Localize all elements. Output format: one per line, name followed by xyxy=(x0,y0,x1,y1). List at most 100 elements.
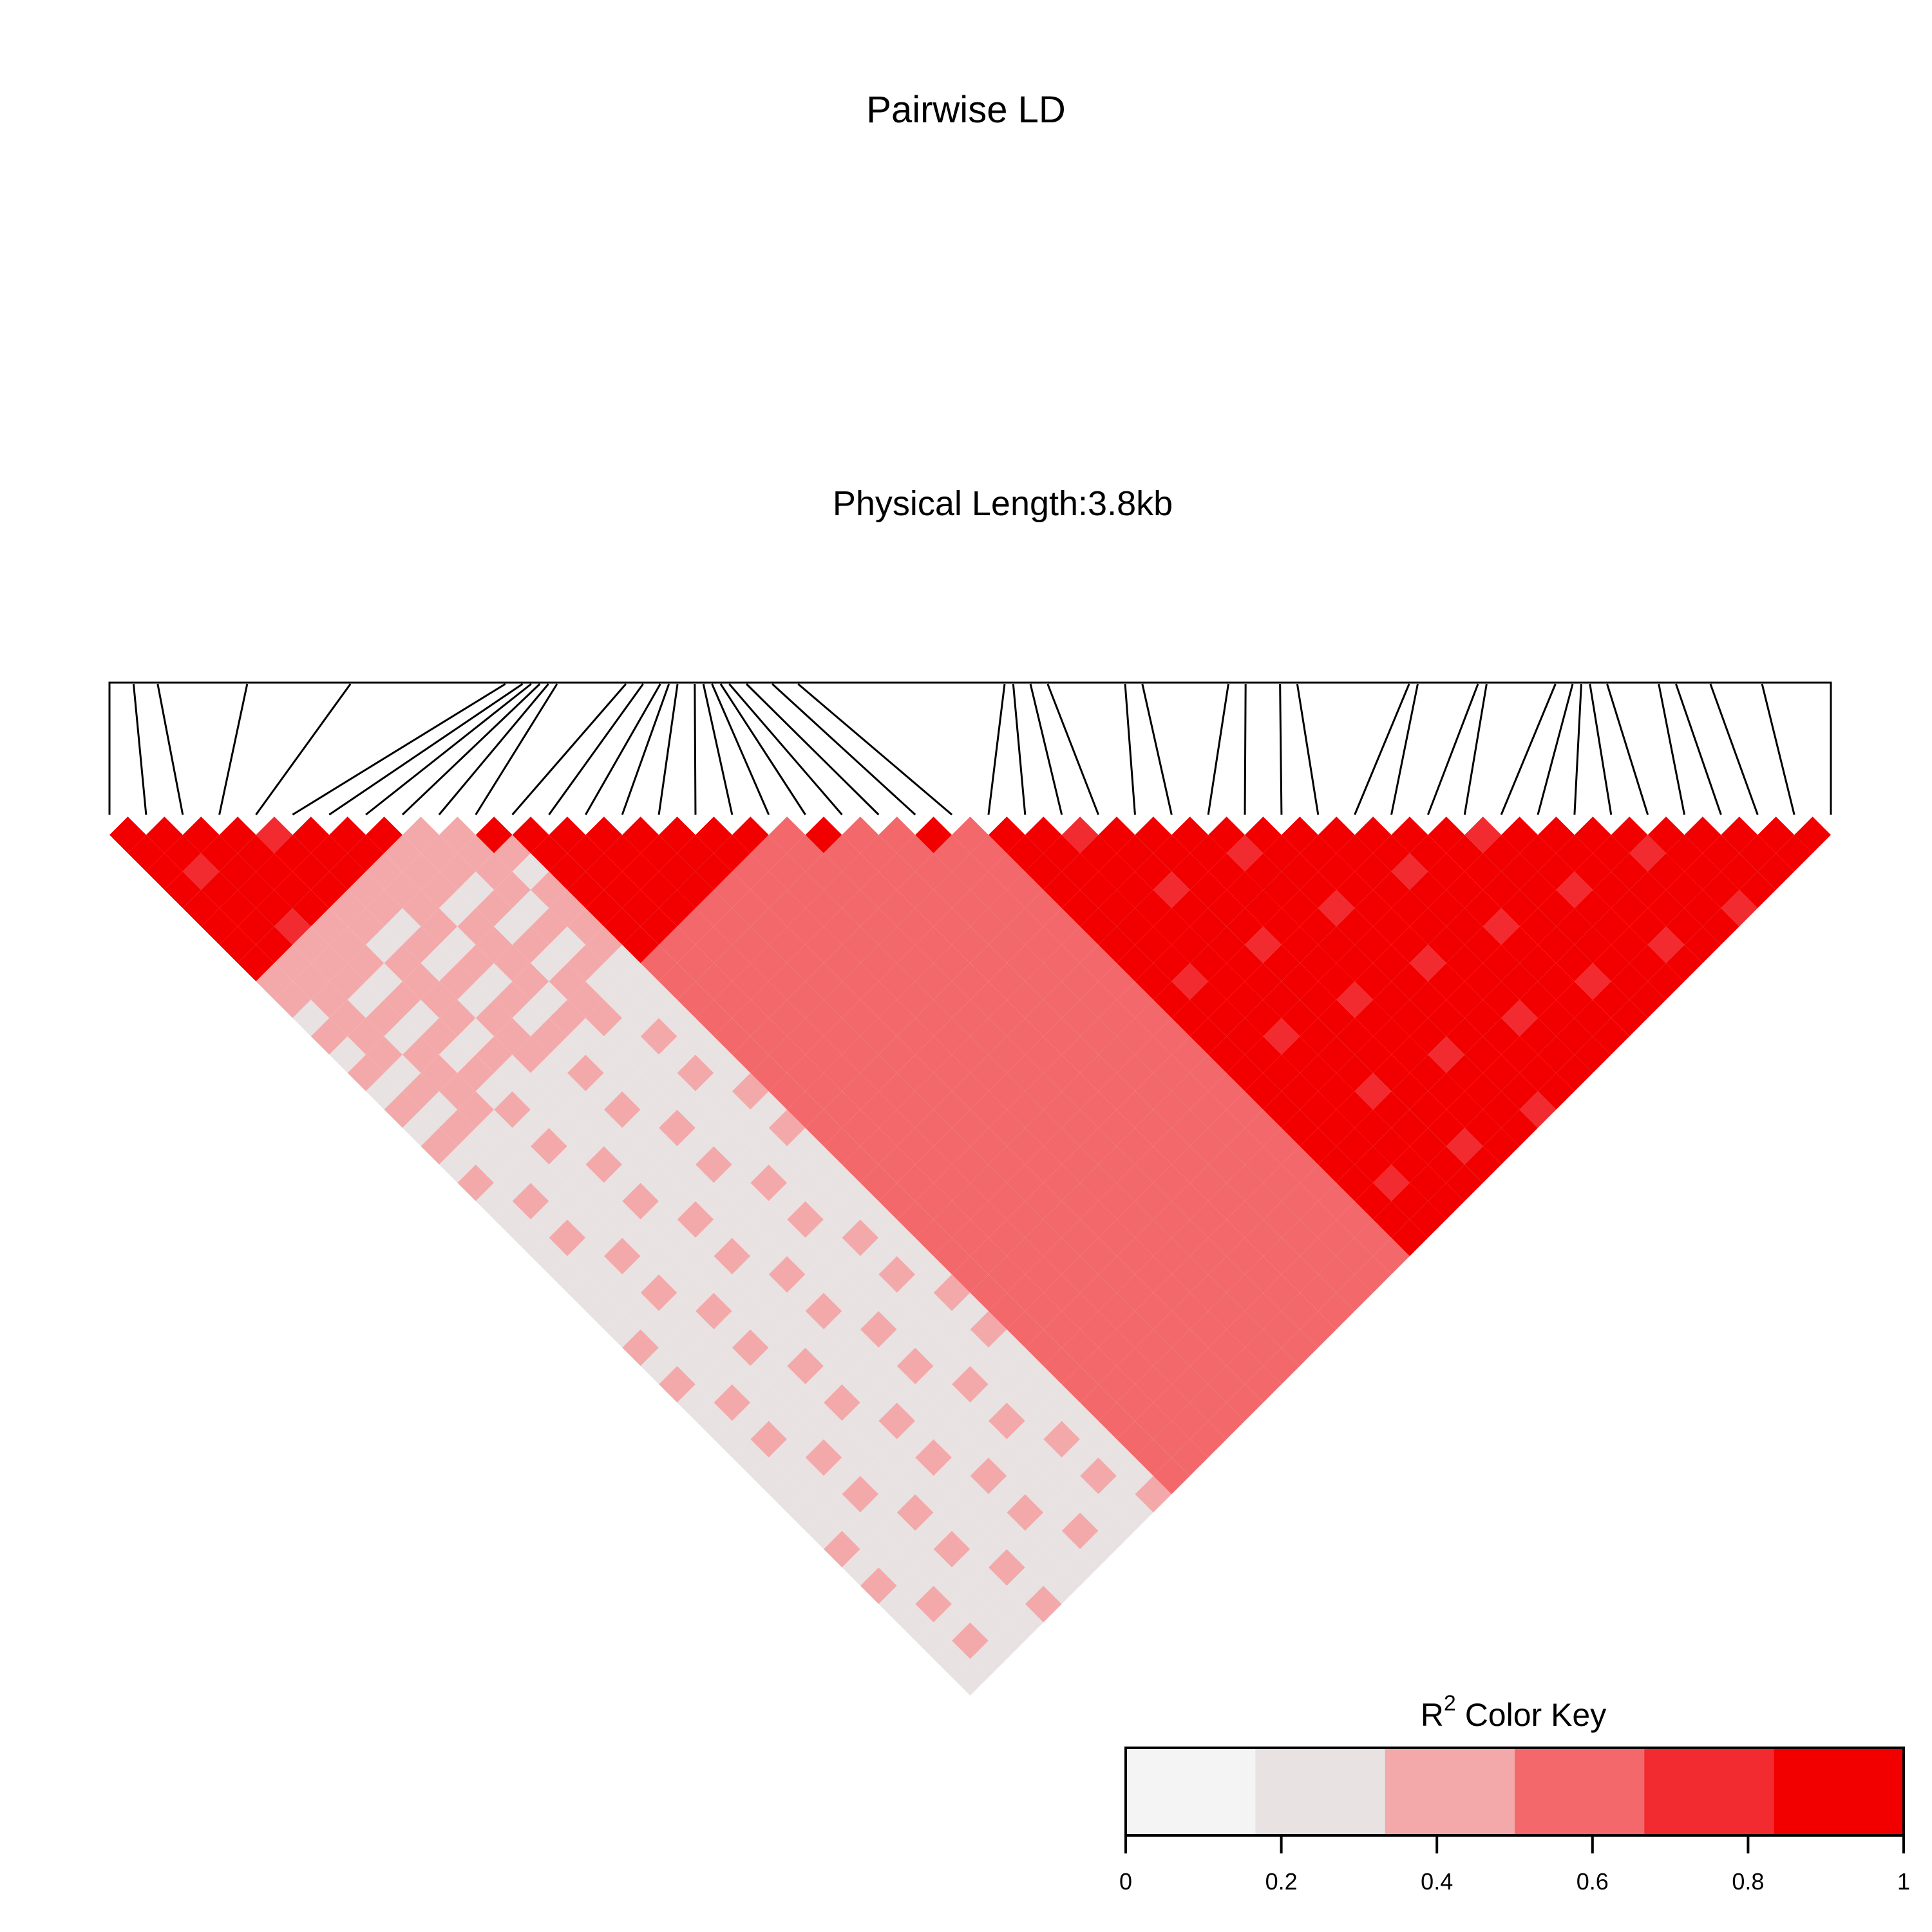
ld-cell xyxy=(860,945,897,981)
ld-cell xyxy=(1428,1073,1465,1110)
ld-cell xyxy=(768,1439,806,1476)
ld-cell xyxy=(366,963,402,1000)
ld-cell xyxy=(1263,981,1300,1018)
ld-cell xyxy=(878,926,916,963)
ld-cell xyxy=(1428,999,1465,1037)
ld-cell xyxy=(1098,1109,1135,1146)
ld-cell xyxy=(1025,817,1062,853)
ld-cell xyxy=(1721,853,1758,890)
color-key-title-sup: 2 xyxy=(1444,1691,1456,1716)
ld-cell xyxy=(933,1531,971,1567)
ld-cell xyxy=(1318,853,1355,890)
ld-cell xyxy=(1629,945,1667,981)
color-key: R2 Color Key 0 0.2 0.4 0.6 0.8 1 xyxy=(1119,1691,1910,1895)
ld-cell xyxy=(659,963,696,1000)
ld-cell xyxy=(787,1238,824,1274)
ld-cell xyxy=(988,1402,1025,1439)
ld-cell xyxy=(1153,1201,1190,1238)
ld-cell xyxy=(384,1018,421,1055)
ld-cell xyxy=(824,1457,860,1495)
ld-cell xyxy=(439,999,476,1037)
ld-cell xyxy=(512,963,549,1000)
ld-cell xyxy=(768,1109,806,1146)
ld-cell xyxy=(1428,1109,1465,1146)
ld-cell xyxy=(1318,1109,1355,1146)
ld-cell xyxy=(1428,1146,1465,1183)
ld-cell xyxy=(1482,1018,1520,1055)
ld-cell xyxy=(1043,1494,1081,1531)
marker-line xyxy=(728,683,843,815)
ld-cell xyxy=(1226,1091,1264,1128)
ld-cell xyxy=(1409,1018,1446,1055)
ld-cell xyxy=(585,1256,623,1293)
ld-cell xyxy=(677,1128,714,1165)
ld-cell xyxy=(842,1293,879,1330)
ld-cell xyxy=(1647,963,1685,1000)
marker-line xyxy=(1012,683,1027,815)
ld-cell xyxy=(1189,1311,1227,1348)
ld-cell xyxy=(878,1586,916,1623)
ld-cell xyxy=(768,853,806,890)
ld-cell xyxy=(1482,1054,1520,1092)
ld-cell xyxy=(421,981,458,1018)
ld-cell xyxy=(1061,853,1099,890)
ld-cell xyxy=(622,1182,659,1220)
ld-cell xyxy=(1061,1439,1099,1476)
ld-cell xyxy=(878,1475,916,1513)
ld-cell xyxy=(970,945,1007,981)
ld-cell xyxy=(896,981,934,1018)
ld-cell xyxy=(952,889,989,927)
ld-cell xyxy=(1135,1293,1172,1330)
ld-cell xyxy=(1354,889,1392,927)
ld-cell xyxy=(1574,853,1611,890)
ld-cell xyxy=(933,1640,971,1678)
ld-cell xyxy=(274,871,311,909)
ld-cell xyxy=(1354,1182,1392,1220)
ld-cell xyxy=(952,1073,989,1110)
ld-cell xyxy=(824,1091,860,1128)
ld-cell xyxy=(329,853,366,890)
ld-cell xyxy=(1373,945,1410,981)
ld-cell xyxy=(1538,817,1575,853)
ld-cell xyxy=(494,908,531,945)
ld-cell xyxy=(1080,871,1117,909)
ld-cell xyxy=(1300,1311,1337,1348)
marker-line xyxy=(694,683,697,815)
ld-cell xyxy=(494,835,531,872)
ld-cell xyxy=(439,1109,476,1146)
ld-cell xyxy=(1684,889,1721,927)
ld-cell xyxy=(1300,1018,1337,1055)
ld-cell xyxy=(1373,1164,1410,1202)
ld-cell xyxy=(1189,835,1227,872)
ld-cell xyxy=(952,926,989,963)
ld-cell xyxy=(1446,835,1483,872)
ld-cell xyxy=(842,1182,879,1220)
ld-cell xyxy=(1007,1494,1044,1531)
ld-cell xyxy=(933,1311,971,1348)
ld-cell xyxy=(915,1073,952,1110)
ld-cell xyxy=(1171,1109,1209,1146)
ld-cell xyxy=(1080,1311,1117,1348)
ld-cell xyxy=(677,1091,714,1128)
ld-cell xyxy=(1080,1494,1117,1531)
marker-line xyxy=(1500,683,1557,815)
ld-cell xyxy=(402,963,439,1000)
ld-cell xyxy=(402,999,439,1037)
ld-cell xyxy=(1007,1311,1044,1348)
ld-cell xyxy=(1080,1128,1117,1165)
ld-cell xyxy=(1007,1347,1044,1385)
ld-cell xyxy=(1043,1421,1081,1458)
ld-cell xyxy=(750,1054,788,1092)
ld-cell xyxy=(824,835,860,872)
ld-cell xyxy=(824,1201,860,1238)
ld-cell xyxy=(787,1311,824,1348)
ld-cell xyxy=(1464,963,1502,1000)
ld-cell xyxy=(988,1073,1025,1110)
ld-cell xyxy=(1116,1494,1153,1531)
ld-cell xyxy=(1501,926,1539,963)
ld-cell xyxy=(1025,1586,1062,1623)
ld-cell xyxy=(1043,1347,1081,1385)
ld-cell xyxy=(1098,1182,1135,1220)
ld-cell xyxy=(970,908,1007,945)
